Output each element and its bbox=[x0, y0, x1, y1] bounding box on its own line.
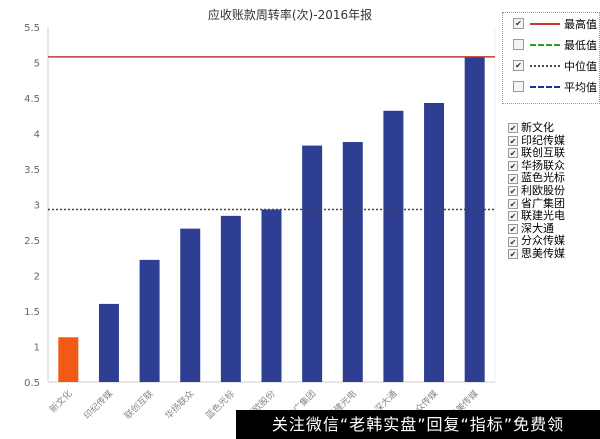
series-legend-item[interactable]: ✔ 联建光电 bbox=[508, 210, 565, 223]
series-label: 印纪传媒 bbox=[521, 133, 565, 147]
series-label: 省广集团 bbox=[521, 196, 565, 210]
checkbox[interactable]: ✔ bbox=[508, 198, 518, 209]
line-swatch bbox=[530, 22, 560, 25]
bar-联建光电 bbox=[342, 142, 363, 382]
y-tick-label: 2.5 bbox=[24, 236, 40, 247]
series-label: 利欧股份 bbox=[521, 183, 565, 197]
x-tick-label: 蓝色光标 bbox=[203, 388, 237, 422]
bar-新文化 bbox=[58, 337, 79, 382]
series-legend-item[interactable]: ✔ 蓝色光标 bbox=[508, 172, 565, 185]
checkbox[interactable] bbox=[513, 39, 524, 50]
series-legend-item[interactable]: ✔ 分众传媒 bbox=[508, 235, 565, 248]
checkbox[interactable]: ✔ bbox=[508, 224, 518, 235]
y-tick-label: 4 bbox=[34, 130, 40, 141]
x-tick-label: 华扬联众 bbox=[162, 388, 196, 422]
checkbox[interactable]: ✔ bbox=[508, 249, 518, 260]
checkbox[interactable]: ✔ bbox=[508, 186, 518, 197]
series-legend: ✔ 新文化 ✔ 印纪传媒 ✔ 联创互联 ✔ 华扬联众 ✔ 蓝色光标 ✔ 利欧股份 ✔ 省广集团 ✔ 联建光电 ✔… bbox=[508, 121, 565, 261]
checkbox[interactable]: ✔ bbox=[508, 236, 518, 247]
checkbox[interactable]: ✔ bbox=[508, 211, 518, 222]
checkbox[interactable]: ✔ bbox=[513, 18, 524, 29]
bar-省广集团 bbox=[302, 145, 323, 382]
series-label: 蓝色光标 bbox=[521, 171, 565, 185]
checkbox[interactable]: ✔ bbox=[508, 123, 518, 134]
line-swatch bbox=[530, 64, 560, 67]
series-label: 深大通 bbox=[521, 221, 554, 235]
y-tick-label: 3.5 bbox=[24, 165, 40, 176]
checkbox[interactable] bbox=[513, 81, 524, 92]
series-label: 分众传媒 bbox=[521, 234, 565, 248]
line-swatch bbox=[530, 43, 560, 46]
checkbox[interactable]: ✔ bbox=[508, 161, 518, 172]
checkbox[interactable]: ✔ bbox=[508, 148, 518, 159]
y-tick-label: 1 bbox=[34, 343, 40, 354]
bar-联创互联 bbox=[139, 259, 160, 382]
x-tick-label: 印纪传媒 bbox=[81, 388, 115, 422]
legend-label: 最低值 bbox=[564, 38, 597, 52]
series-legend-item[interactable]: ✔ 深大通 bbox=[508, 221, 565, 236]
bar-分众传媒 bbox=[424, 102, 445, 382]
legend-item-中位值[interactable]: ✔ 中位值 bbox=[513, 55, 599, 76]
legend-label: 平均值 bbox=[564, 80, 597, 94]
series-label: 华扬联众 bbox=[521, 158, 565, 172]
y-tick-label: 5.5 bbox=[24, 23, 40, 34]
series-legend-item[interactable]: ✔ 印纪传媒 bbox=[508, 133, 565, 148]
y-tick-label: 3 bbox=[34, 201, 40, 212]
reference-line-legend: ✔ 最高值最低值 ✔ 中位值平均值 bbox=[502, 12, 600, 104]
series-label: 思美传媒 bbox=[521, 246, 565, 260]
bar-印纪传媒 bbox=[98, 303, 119, 382]
bar-利欧股份 bbox=[261, 209, 282, 382]
legend-label: 中位值 bbox=[564, 59, 597, 73]
series-legend-item[interactable]: ✔ 联创互联 bbox=[508, 147, 565, 160]
line-swatch bbox=[530, 85, 560, 88]
series-legend-item[interactable]: ✔ 华扬联众 bbox=[508, 158, 565, 173]
y-tick-label: 0.5 bbox=[24, 378, 40, 389]
legend-item-最高值[interactable]: ✔ 最高值 bbox=[513, 13, 599, 34]
series-legend-item[interactable]: ✔ 省广集团 bbox=[508, 196, 565, 211]
bar-思美传媒 bbox=[464, 56, 485, 382]
bar-蓝色光标 bbox=[220, 215, 241, 382]
y-tick-label: 2 bbox=[34, 272, 40, 283]
bar-深大通 bbox=[383, 110, 404, 382]
checkbox[interactable]: ✔ bbox=[513, 60, 524, 71]
checkbox[interactable]: ✔ bbox=[508, 173, 518, 184]
y-tick-label: 1.5 bbox=[24, 307, 40, 318]
checkbox[interactable]: ✔ bbox=[508, 135, 518, 146]
series-label: 联创互联 bbox=[521, 146, 565, 160]
y-tick-label: 5 bbox=[34, 59, 40, 70]
series-legend-item[interactable]: ✔ 新文化 bbox=[508, 121, 565, 135]
legend-item-平均值[interactable]: 平均值 bbox=[513, 76, 599, 97]
chart-title: 应收账款周转率(次)-2016年报 bbox=[208, 7, 372, 22]
y-tick-label: 4.5 bbox=[24, 94, 40, 105]
legend-label: 最高值 bbox=[564, 17, 597, 31]
legend-item-最低值[interactable]: 最低值 bbox=[513, 34, 599, 55]
series-legend-item[interactable]: ✔ 思美传媒 bbox=[508, 246, 565, 261]
bar-华扬联众 bbox=[180, 228, 201, 382]
series-legend-item[interactable]: ✔ 利欧股份 bbox=[508, 183, 565, 198]
x-tick-label: 联创互联 bbox=[122, 388, 156, 422]
series-label: 新文化 bbox=[521, 121, 554, 134]
x-tick-label: 新文化 bbox=[47, 388, 75, 416]
watermark: 关注微信“老韩实盘”回复“指标”免费领 bbox=[236, 410, 600, 439]
series-label: 联建光电 bbox=[521, 209, 565, 223]
